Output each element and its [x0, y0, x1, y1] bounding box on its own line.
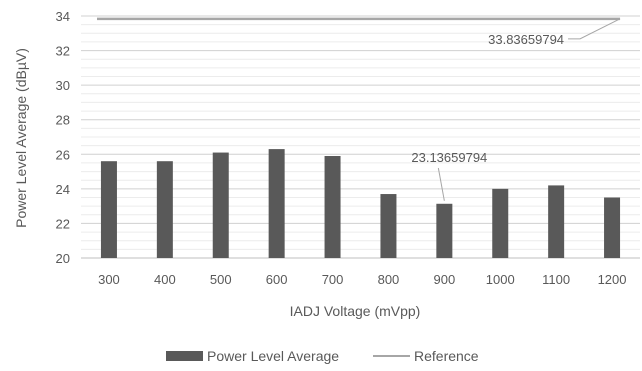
bar-value-label: 23.13659794	[411, 150, 487, 165]
reference-callout-leader	[568, 18, 621, 40]
x-tick-label: 900	[433, 272, 455, 287]
x-axis-ticks: 300 400 500 600 700 800 900 1000 1100 1200	[98, 272, 626, 287]
bar	[324, 156, 341, 258]
bar	[436, 203, 453, 258]
annotations: 33.83659794 23.13659794	[411, 18, 621, 201]
y-tick-label: 34	[56, 9, 70, 24]
x-tick-label: 400	[154, 272, 176, 287]
bar	[100, 161, 117, 258]
y-tick-label: 20	[56, 251, 70, 266]
y-tick-label: 28	[56, 113, 70, 128]
legend-label-power-level-average: Power Level Average	[207, 348, 339, 364]
x-tick-label: 1200	[598, 272, 627, 287]
bar	[156, 161, 173, 258]
legend: Power Level Average Reference	[166, 348, 479, 364]
bar	[380, 194, 397, 258]
y-tick-label: 22	[56, 216, 70, 231]
reference-value-label: 33.83659794	[488, 32, 564, 47]
x-axis-label: IADJ Voltage (mVpp)	[290, 303, 421, 319]
y-tick-label: 30	[56, 78, 70, 93]
gridlines	[81, 15, 640, 250]
bar-series	[100, 149, 621, 258]
x-tick-label: 300	[98, 272, 120, 287]
legend-label-reference: Reference	[414, 348, 479, 364]
y-tick-label: 24	[56, 182, 70, 197]
bar	[212, 152, 229, 258]
bar-callout-leader	[437, 167, 445, 201]
x-tick-label: 700	[322, 272, 344, 287]
y-tick-label: 32	[56, 44, 70, 59]
bar	[604, 197, 621, 258]
y-tick-label: 26	[56, 147, 70, 162]
y-axis-ticks: 20 22 24 26 28 30 32 34	[56, 9, 70, 266]
bar	[492, 188, 509, 258]
x-tick-label: 800	[378, 272, 400, 287]
legend-swatch-power-level-average	[166, 351, 203, 361]
y-axis-label: Power Level Average (dBµV)	[13, 48, 29, 228]
bar	[548, 185, 565, 258]
bar	[268, 149, 285, 258]
x-tick-label: 500	[210, 272, 232, 287]
x-tick-label: 1000	[486, 272, 515, 287]
x-tick-label: 1100	[542, 272, 570, 287]
x-tick-label: 600	[266, 272, 288, 287]
